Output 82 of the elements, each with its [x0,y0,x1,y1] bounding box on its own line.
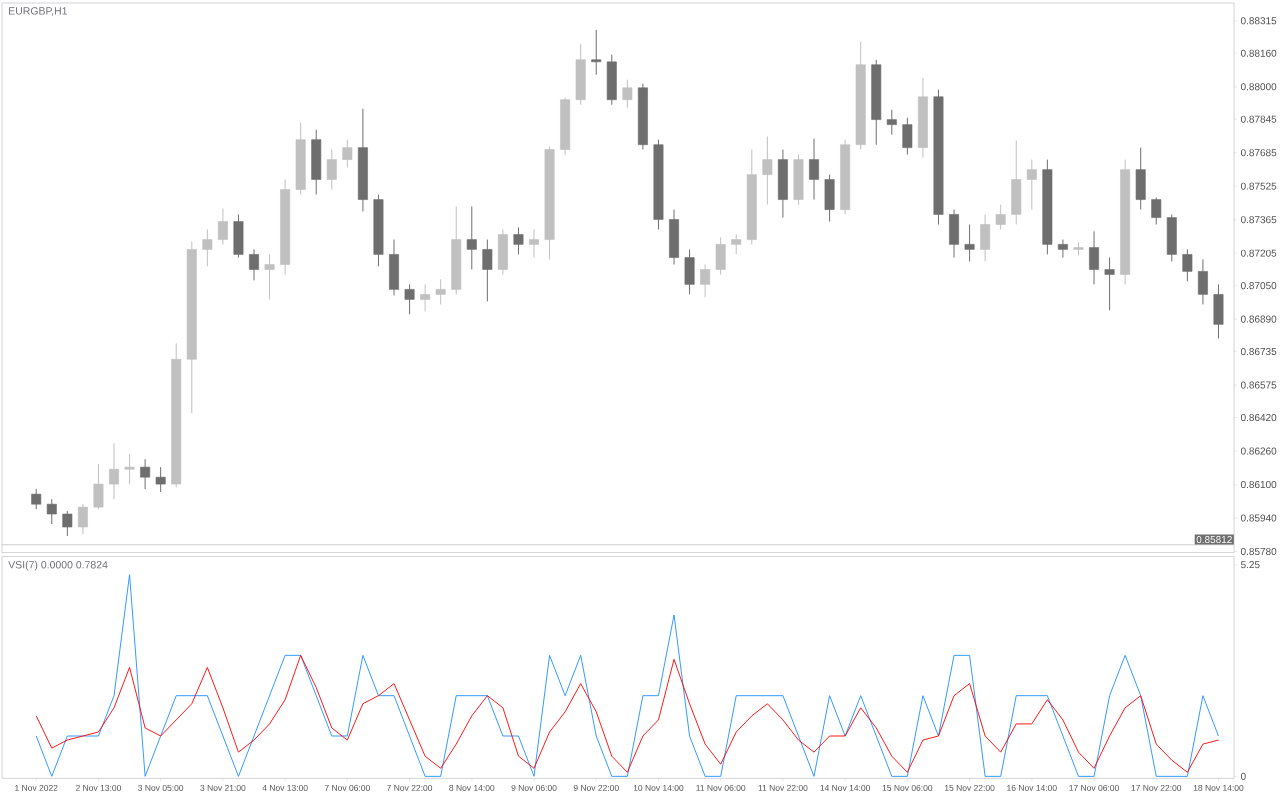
ref-line-label: 0.85812 [1196,535,1232,543]
x-tick-label: 11 Nov 06:00 [696,784,746,791]
candlestick [249,248,259,281]
x-tick-label: 11 Nov 22:00 [758,784,808,791]
x-tick-label: 7 Nov 22:00 [387,784,433,791]
candlestick [529,228,539,258]
candlestick [1057,238,1068,258]
candlestick [109,442,119,500]
candlestick [1026,158,1037,210]
y-tick-label: 0.87685 [1240,148,1277,157]
candlestick [700,263,711,298]
candlestick [731,233,742,255]
candlestick [77,503,88,535]
candlestick [482,238,493,302]
candlestick [326,148,337,190]
candlestick [264,253,275,300]
candlestick [140,458,151,490]
y-tick-label: 0.87365 [1240,215,1277,224]
x-tick-label: 1 Nov 2022 [15,784,58,791]
candlestick [762,135,773,205]
y-tick-label: 0.85940 [1240,514,1277,522]
candlestick [62,510,73,537]
x-tick-label: 15 Nov 06:00 [882,784,933,791]
x-tick-label: 14 Nov 14:00 [820,784,871,791]
candlestick [46,498,57,525]
candlestick [124,453,135,485]
y-tick-label: 0.87205 [1240,249,1277,257]
y-tick-label: 0.88315 [1240,17,1277,25]
x-tick-label: 17 Nov 06:00 [1069,784,1119,791]
x-tick-label: 8 Nov 14:00 [449,784,495,791]
y-tick-label: 5.25 [1240,560,1260,568]
y-tick-label: 0.85780 [1240,547,1277,555]
x-tick-label: 2 Nov 13:00 [75,784,121,791]
x-tick-label: 9 Nov 06:00 [511,784,557,791]
x-tick-label: 17 Nov 22:00 [1131,784,1182,791]
candlestick [591,29,602,76]
candlestick [217,207,228,245]
y-tick-label: 0.87525 [1240,182,1277,190]
candlestick [435,278,446,305]
y-tick-label: 0.87050 [1240,281,1277,289]
x-tick-label: 4 Nov 13:00 [262,784,308,791]
candlestick [964,223,975,262]
candlestick [1089,230,1099,285]
y-tick-label: 0.86735 [1240,347,1277,355]
candlestick [1182,248,1193,282]
candlestick [342,139,353,168]
x-tick-label: 16 Nov 14:00 [1007,784,1057,791]
line-series [35,654,1219,773]
candlestick [202,228,213,267]
x-tick-label: 3 Nov 05:00 [138,784,184,791]
y-tick-label: 0.86260 [1240,447,1277,455]
y-tick-label: 0 [1240,772,1246,780]
candlestick [902,117,913,155]
x-tick-label: 9 Nov 22:00 [573,784,619,791]
chart-title: VSI(7) 0.0000 0.7824 [8,560,108,571]
candlestick [995,203,1006,230]
candlestick [513,226,524,255]
candlestick [886,109,897,135]
candlestick [466,205,477,270]
candlestick [1197,258,1208,305]
candlestick [31,488,42,510]
candlestick [420,283,431,312]
chart-title: EURGBP,H1 [9,7,67,16]
candlestick [622,78,633,108]
x-tick-label: 18 Nov 14:00 [1193,784,1244,791]
y-tick-label: 0.88000 [1240,83,1277,91]
candlestick [1151,196,1162,225]
x-tick-label: 10 Nov 14:00 [633,784,684,791]
candlestick [809,137,819,200]
y-tick-label: 0.86420 [1240,413,1277,421]
candlestick [155,466,166,493]
y-tick-label: 0.88160 [1240,49,1277,57]
x-tick-label: 7 Nov 06:00 [324,784,370,791]
y-tick-label: 0.86890 [1240,315,1277,323]
y-tick-label: 0.87845 [1240,115,1277,123]
candlestick [1104,256,1115,311]
y-tick-label: 0.86100 [1240,480,1277,488]
x-tick-label: 3 Nov 21:00 [200,784,246,791]
y-tick-label: 0.86575 [1240,381,1277,389]
x-tick-label: 15 Nov 22:00 [944,784,995,791]
candlestick [93,463,104,510]
candlestick [404,283,415,315]
